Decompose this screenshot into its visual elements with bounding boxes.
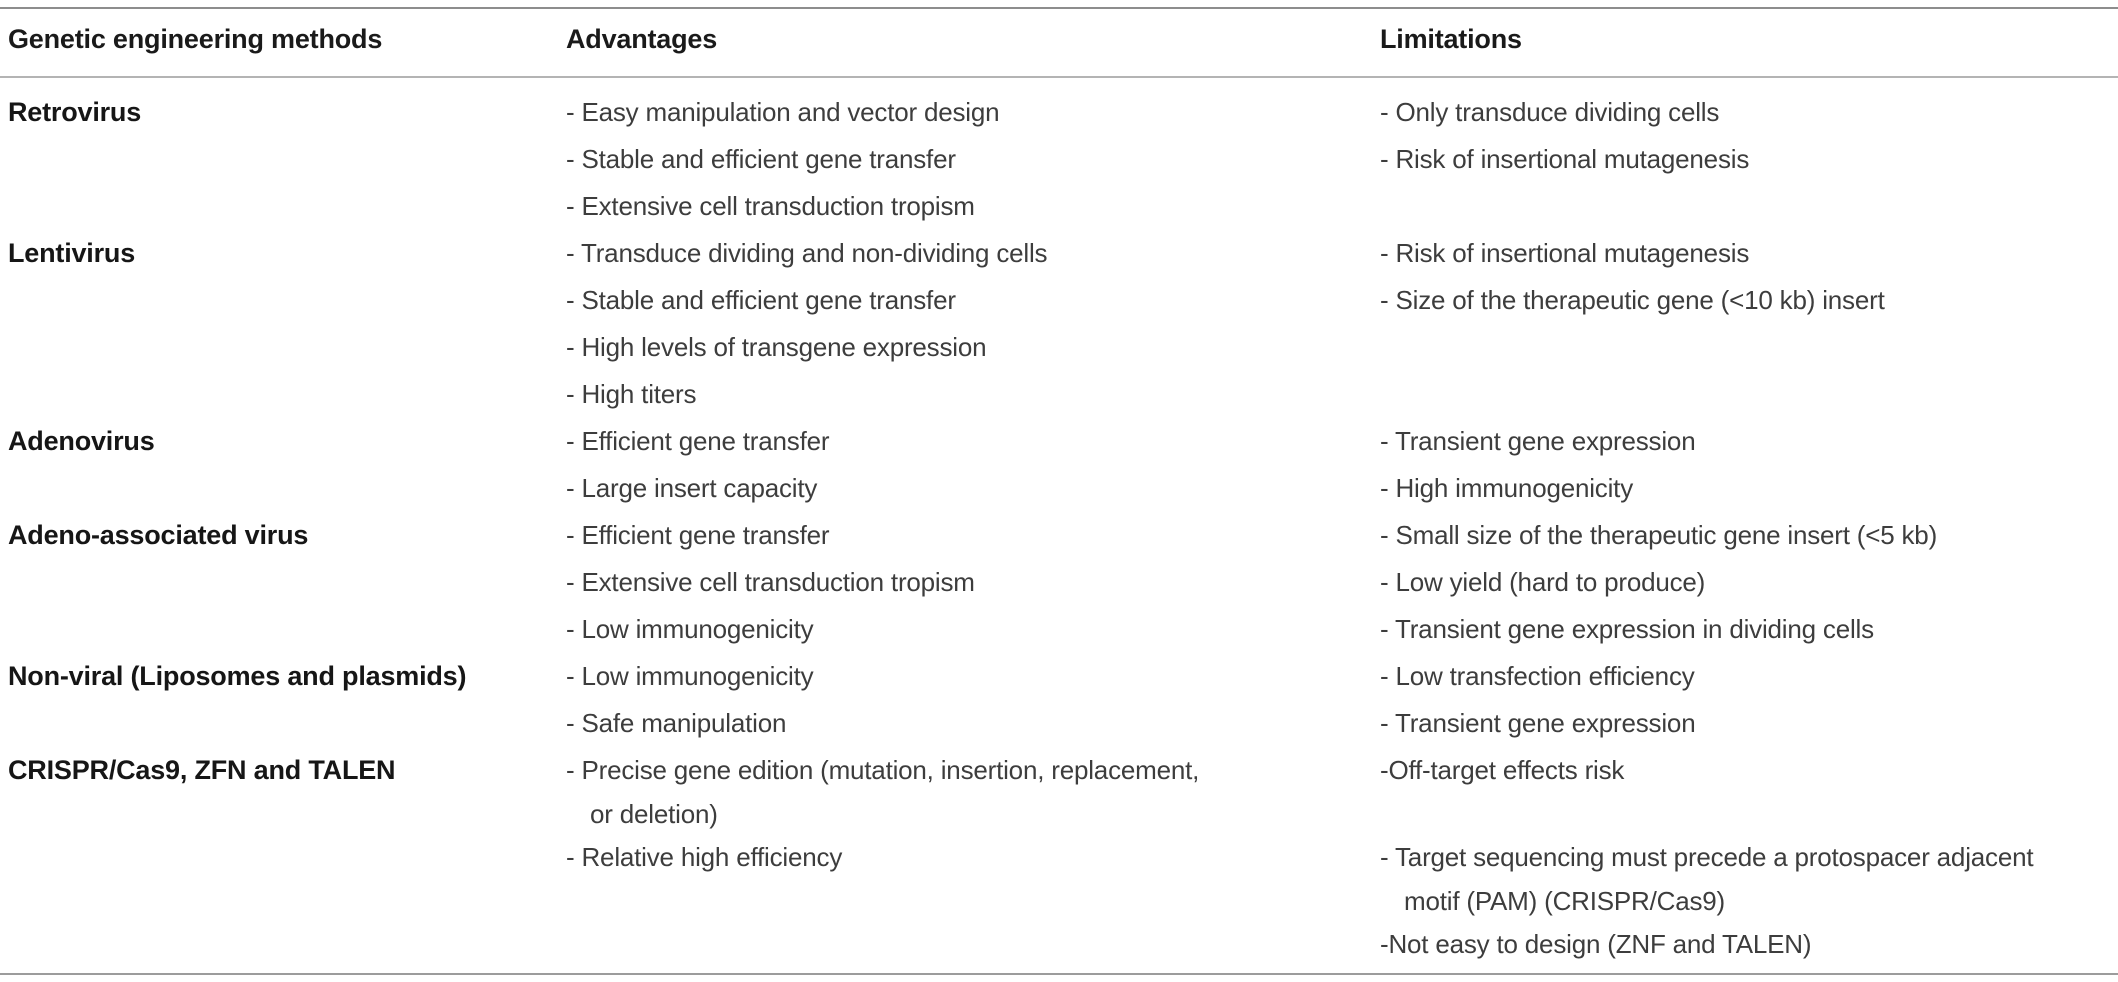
limitation-line: - Transient gene expression in dividing … (1380, 614, 1874, 644)
limitation-line: - Transient gene expression (1380, 708, 1696, 738)
advantage-line: - Stable and efficient gene transfer (566, 285, 956, 315)
table-row: Adeno-associated virus - Efficient gene t… (8, 512, 2108, 653)
limitations-cell: -Off-target effects risk - Target sequenc… (1380, 747, 2108, 968)
method-cell: CRISPR/Cas9, ZFN and TALEN (8, 747, 566, 968)
method-name: Lentivirus (8, 238, 136, 268)
advantages-cell: - Efficient gene transfer - Large insert … (566, 418, 1380, 512)
limitation-line (1380, 183, 2108, 230)
table-row: Lentivirus - Transduce dividing and non-d… (8, 230, 2108, 418)
method-cell: Lentivirus (8, 230, 566, 418)
limitations-cell: - Transient gene expression - High immuno… (1380, 418, 2108, 512)
advantage-line: - Low immunogenicity (566, 661, 814, 691)
advantages-cell: - Efficient gene transfer - Extensive cel… (566, 512, 1380, 653)
table-rule-top (0, 7, 2118, 9)
advantage-line: - Stable and efficient gene transfer (566, 144, 956, 174)
limitation-line: - Size of the therapeutic gene (<10 kb) … (1380, 285, 1885, 315)
column-header-limitations: Limitations (1380, 24, 1522, 54)
table-header-row: Genetic engineering methods Advantages L… (8, 16, 2108, 63)
limitation-line: - Only transduce dividing cells (1380, 97, 1720, 127)
advantage-line: - Safe manipulation (566, 708, 787, 738)
advantage-line: - Extensive cell transduction tropism (566, 191, 975, 221)
advantage-line: - High titers (566, 379, 697, 409)
advantage-line: - Efficient gene transfer (566, 520, 830, 550)
limitation-line: - Risk of insertional mutagenesis (1380, 238, 1750, 268)
limitation-line: - Low yield (hard to produce) (1380, 567, 1706, 597)
method-name: Non-viral (Liposomes and plasmids) (8, 661, 467, 691)
table-body: Retrovirus - Easy manipulation and vector… (8, 89, 2108, 968)
advantage-line: - Low immunogenicity (566, 614, 814, 644)
table-row: Adenovirus - Efficient gene transfer - Lar… (8, 418, 2108, 512)
method-name: Retrovirus (8, 97, 142, 127)
advantage-line: - Transduce dividing and non-dividing ce… (566, 238, 1048, 268)
advantage-line: - High levels of transgene expression (566, 332, 987, 362)
limitation-line: - Small size of the therapeutic gene ins… (1380, 520, 1938, 550)
limitations-cell: - Only transduce dividing cells - Risk of… (1380, 89, 2108, 230)
method-cell: Adenovirus (8, 418, 566, 512)
limitation-line: - High immunogenicity (1380, 473, 1634, 503)
limitations-cell: - Low transfection efficiency - Transient… (1380, 653, 2108, 747)
advantage-line (566, 921, 1380, 968)
advantages-cell: - Easy manipulation and vector design - S… (566, 89, 1380, 230)
limitation-line: -Not easy to design (ZNF and TALEN) (1380, 929, 1812, 959)
method-cell: Non-viral (Liposomes and plasmids) (8, 653, 566, 747)
limitation-line: motif (PAM) (CRISPR/Cas9) (1404, 886, 1725, 916)
table-row: CRISPR/Cas9, ZFN and TALEN - Precise gene… (8, 747, 2108, 968)
advantages-cell: - Precise gene edition (mutation, insert… (566, 747, 1380, 968)
method-name: Adenovirus (8, 426, 155, 456)
limitation-line (1380, 794, 2108, 834)
limitation-line: - Transient gene expression (1380, 426, 1696, 456)
advantage-line: - Relative high efficiency (566, 842, 843, 872)
limitations-cell: - Risk of insertional mutagenesis - Size … (1380, 230, 2108, 418)
advantage-line: - Easy manipulation and vector design (566, 97, 1000, 127)
limitation-line: -Off-target effects risk (1380, 755, 1625, 785)
limitation-line: - Risk of insertional mutagenesis (1380, 144, 1750, 174)
method-name: CRISPR/Cas9, ZFN and TALEN (8, 755, 396, 785)
advantage-line (566, 881, 1380, 921)
advantage-line: or deletion) (590, 799, 718, 829)
advantage-line: - Large insert capacity (566, 473, 818, 503)
method-cell: Adeno-associated virus (8, 512, 566, 653)
method-name: Adeno-associated virus (8, 520, 309, 550)
advantage-line: - Precise gene edition (mutation, insert… (566, 755, 1200, 785)
limitation-line: - Low transfection efficiency (1380, 661, 1695, 691)
table-rule-bottom (0, 973, 2118, 975)
limitation-line (1380, 324, 2108, 371)
advantage-line: - Efficient gene transfer (566, 426, 830, 456)
limitations-cell: - Small size of the therapeutic gene ins… (1380, 512, 2108, 653)
limitation-line (1380, 371, 2108, 418)
advantage-line: - Extensive cell transduction tropism (566, 567, 975, 597)
advantages-cell: - Transduce dividing and non-dividing ce… (566, 230, 1380, 418)
table-row: Retrovirus - Easy manipulation and vector… (8, 89, 2108, 230)
column-header-methods: Genetic engineering methods (8, 24, 383, 54)
column-header-advantages: Advantages (566, 24, 718, 54)
advantages-cell: - Low immunogenicity - Safe manipulation (566, 653, 1380, 747)
table-row: Non-viral (Liposomes and plasmids) - Low … (8, 653, 2108, 747)
limitation-line: - Target sequencing must precede a proto… (1380, 842, 2034, 872)
method-cell: Retrovirus (8, 89, 566, 230)
table-rule-header (0, 76, 2118, 78)
